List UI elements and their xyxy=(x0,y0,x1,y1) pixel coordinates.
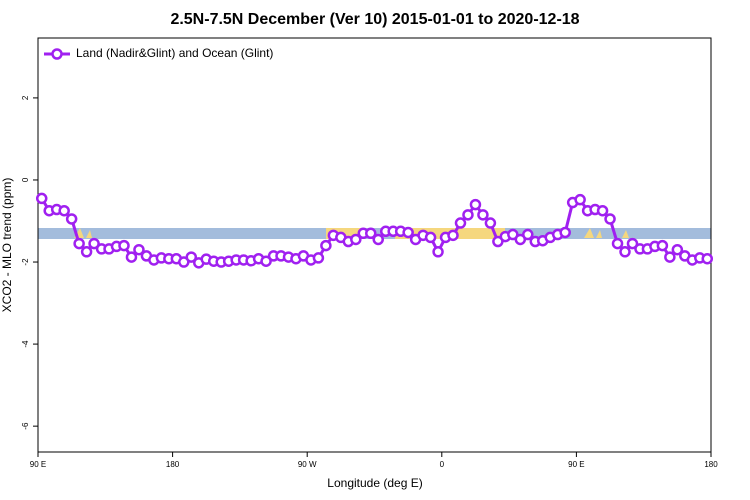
y-tick-label: -2 xyxy=(21,258,30,266)
x-tick-label: 90 E xyxy=(30,460,46,469)
point xyxy=(507,228,519,241)
point xyxy=(671,243,684,256)
point xyxy=(492,235,504,248)
x-tick-label: 180 xyxy=(704,460,718,469)
point xyxy=(118,239,130,252)
point xyxy=(604,213,616,225)
point xyxy=(365,227,377,240)
x-tick-label: 90 W xyxy=(298,460,317,469)
chart-title: 2.5N-7.5N December (Ver 10) 2015-01-01 t… xyxy=(170,11,579,28)
y-tick-label: -6 xyxy=(21,422,30,430)
point xyxy=(596,204,609,217)
point xyxy=(619,246,631,258)
point xyxy=(260,255,272,267)
point xyxy=(185,251,198,263)
point xyxy=(522,228,534,241)
point xyxy=(559,226,571,239)
point xyxy=(80,246,93,258)
x-axis-label: Longitude (deg E) xyxy=(327,476,422,490)
point xyxy=(372,233,384,246)
point xyxy=(477,209,489,221)
point xyxy=(701,252,714,265)
point xyxy=(350,233,362,246)
legend-label: Land (Nadir&Glint) and Ocean (Glint) xyxy=(76,46,273,60)
point xyxy=(447,229,459,242)
x-tick-label: 0 xyxy=(440,460,445,469)
point xyxy=(402,226,414,239)
point xyxy=(312,252,325,264)
point xyxy=(65,213,78,225)
point xyxy=(35,192,48,205)
y-tick-label: 2 xyxy=(21,95,30,100)
point xyxy=(133,243,145,256)
x-tick-label: 90 E xyxy=(568,460,584,469)
point xyxy=(424,231,437,244)
point xyxy=(469,198,482,211)
point xyxy=(484,217,497,229)
point xyxy=(626,237,639,250)
legend-marker xyxy=(51,48,63,60)
point xyxy=(454,217,467,229)
point xyxy=(514,233,527,246)
y-tick-label: -4 xyxy=(21,340,30,348)
y-axis-label: XCO2 - MLO trend (ppm) xyxy=(0,178,14,313)
point xyxy=(664,251,676,263)
point xyxy=(656,239,669,252)
point xyxy=(58,204,70,217)
plot-frame xyxy=(37,37,712,453)
point xyxy=(432,246,444,258)
point xyxy=(178,256,190,268)
point xyxy=(574,193,586,206)
y-tick-label: 0 xyxy=(21,177,30,182)
point xyxy=(125,251,138,263)
point xyxy=(73,237,85,250)
point xyxy=(320,239,332,252)
point xyxy=(462,209,474,221)
point xyxy=(611,237,624,250)
x-tick-label: 180 xyxy=(166,460,180,469)
point xyxy=(88,237,100,250)
